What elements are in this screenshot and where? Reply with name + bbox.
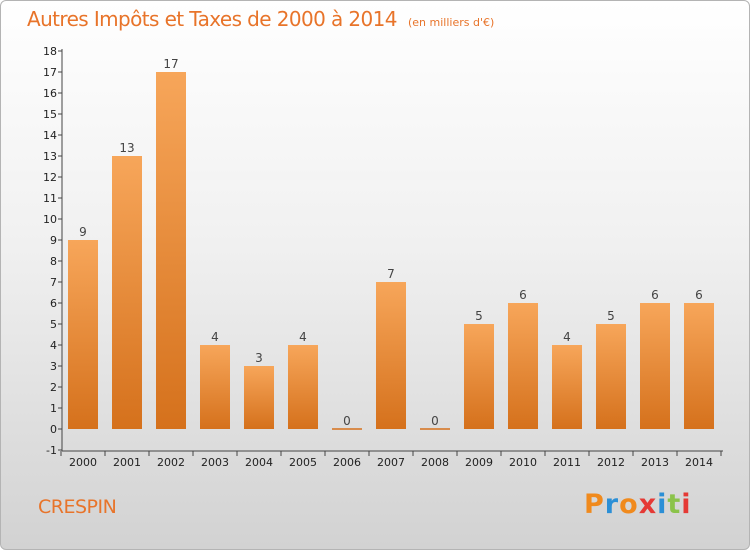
y-tick-label: 13 — [43, 150, 57, 163]
x-tick-label: 2007 — [377, 456, 405, 469]
y-tick-label: 15 — [43, 108, 57, 121]
bar — [376, 282, 406, 429]
bar-value-label: 5 — [475, 309, 483, 323]
x-tick-label: 2011 — [553, 456, 581, 469]
logo-letter: P — [584, 489, 605, 520]
y-tick-label: 11 — [43, 192, 57, 205]
x-tick-label: 2004 — [245, 456, 273, 469]
bar-value-label: 13 — [119, 141, 134, 155]
x-tick-label: 2008 — [421, 456, 449, 469]
y-tick-label: 16 — [43, 87, 57, 100]
x-tick-label: 2002 — [157, 456, 185, 469]
bar — [68, 240, 98, 429]
x-tick-label: 2009 — [465, 456, 493, 469]
y-tick-label: 14 — [43, 129, 57, 142]
bar — [640, 303, 670, 429]
bar — [684, 303, 714, 429]
chart-title: Autres Impôts et Taxes de 2000 à 2014 — [27, 7, 397, 31]
bar — [552, 345, 582, 429]
x-tick-label: 2014 — [685, 456, 713, 469]
y-tick-label: 8 — [50, 255, 57, 268]
y-tick-label: 4 — [50, 339, 57, 352]
bar-value-label: 6 — [519, 288, 527, 302]
bar-value-label: 4 — [299, 330, 307, 344]
bar — [288, 345, 318, 429]
bar-value-label: 0 — [431, 414, 439, 428]
y-tick-label: 5 — [50, 318, 57, 331]
logo-letter: t — [667, 489, 682, 520]
x-tick-label: 2013 — [641, 456, 669, 469]
logo-letter: o — [619, 489, 639, 520]
bar-value-label: 4 — [211, 330, 219, 344]
logo-letter: i — [681, 489, 692, 520]
y-tick-label: 17 — [43, 66, 57, 79]
x-tick-label: 2000 — [69, 456, 97, 469]
y-tick-label: 9 — [50, 234, 57, 247]
bar-value-label: 7 — [387, 267, 395, 281]
bar-value-label: 4 — [563, 330, 571, 344]
bar-value-label: 6 — [695, 288, 703, 302]
y-tick-label: 12 — [43, 171, 57, 184]
bar — [464, 324, 494, 429]
bar — [244, 366, 274, 429]
x-tick-label: 2001 — [113, 456, 141, 469]
bar-value-label: 3 — [255, 351, 263, 365]
x-tick-label: 2006 — [333, 456, 361, 469]
bar — [596, 324, 626, 429]
logo-letter: r — [604, 489, 620, 520]
x-tick-label: 2010 — [509, 456, 537, 469]
proxiti-logo: Proxiti — [584, 489, 692, 520]
bar — [508, 303, 538, 429]
bar-value-label: 6 — [651, 288, 659, 302]
place-name: CRESPIN — [38, 496, 117, 518]
bars: 9 13 17 4 3 4 0 7 0 5 6 4 5 6 6 — [68, 57, 714, 430]
y-tick-label: -1 — [46, 444, 57, 457]
y-tick-label: 0 — [50, 423, 57, 436]
x-tick-label: 2012 — [597, 456, 625, 469]
bar-value-label: 5 — [607, 309, 615, 323]
chart-subtitle: (en milliers d'€) — [407, 16, 495, 29]
y-tick-label: 7 — [50, 276, 57, 289]
y-tick-label: 10 — [43, 213, 57, 226]
logo-letter: x — [638, 489, 658, 520]
title-row: Autres Impôts et Taxes de 2000 à 2014 (e… — [27, 7, 494, 31]
y-tick-label: 18 — [43, 45, 57, 58]
bar-value-label: 17 — [163, 57, 178, 71]
y-tick-label: 1 — [50, 402, 57, 415]
x-tick-label: 2005 — [289, 456, 317, 469]
bar-value-label: 9 — [79, 225, 87, 239]
y-tick-label: 2 — [50, 381, 57, 394]
y-tick-label: 6 — [50, 297, 57, 310]
x-tick-label: 2003 — [201, 456, 229, 469]
y-tick-label: 3 — [50, 360, 57, 373]
bar — [156, 72, 186, 429]
bar — [112, 156, 142, 429]
logo-letter: i — [657, 489, 668, 520]
bar-value-label: 0 — [343, 414, 351, 428]
bar — [200, 345, 230, 429]
